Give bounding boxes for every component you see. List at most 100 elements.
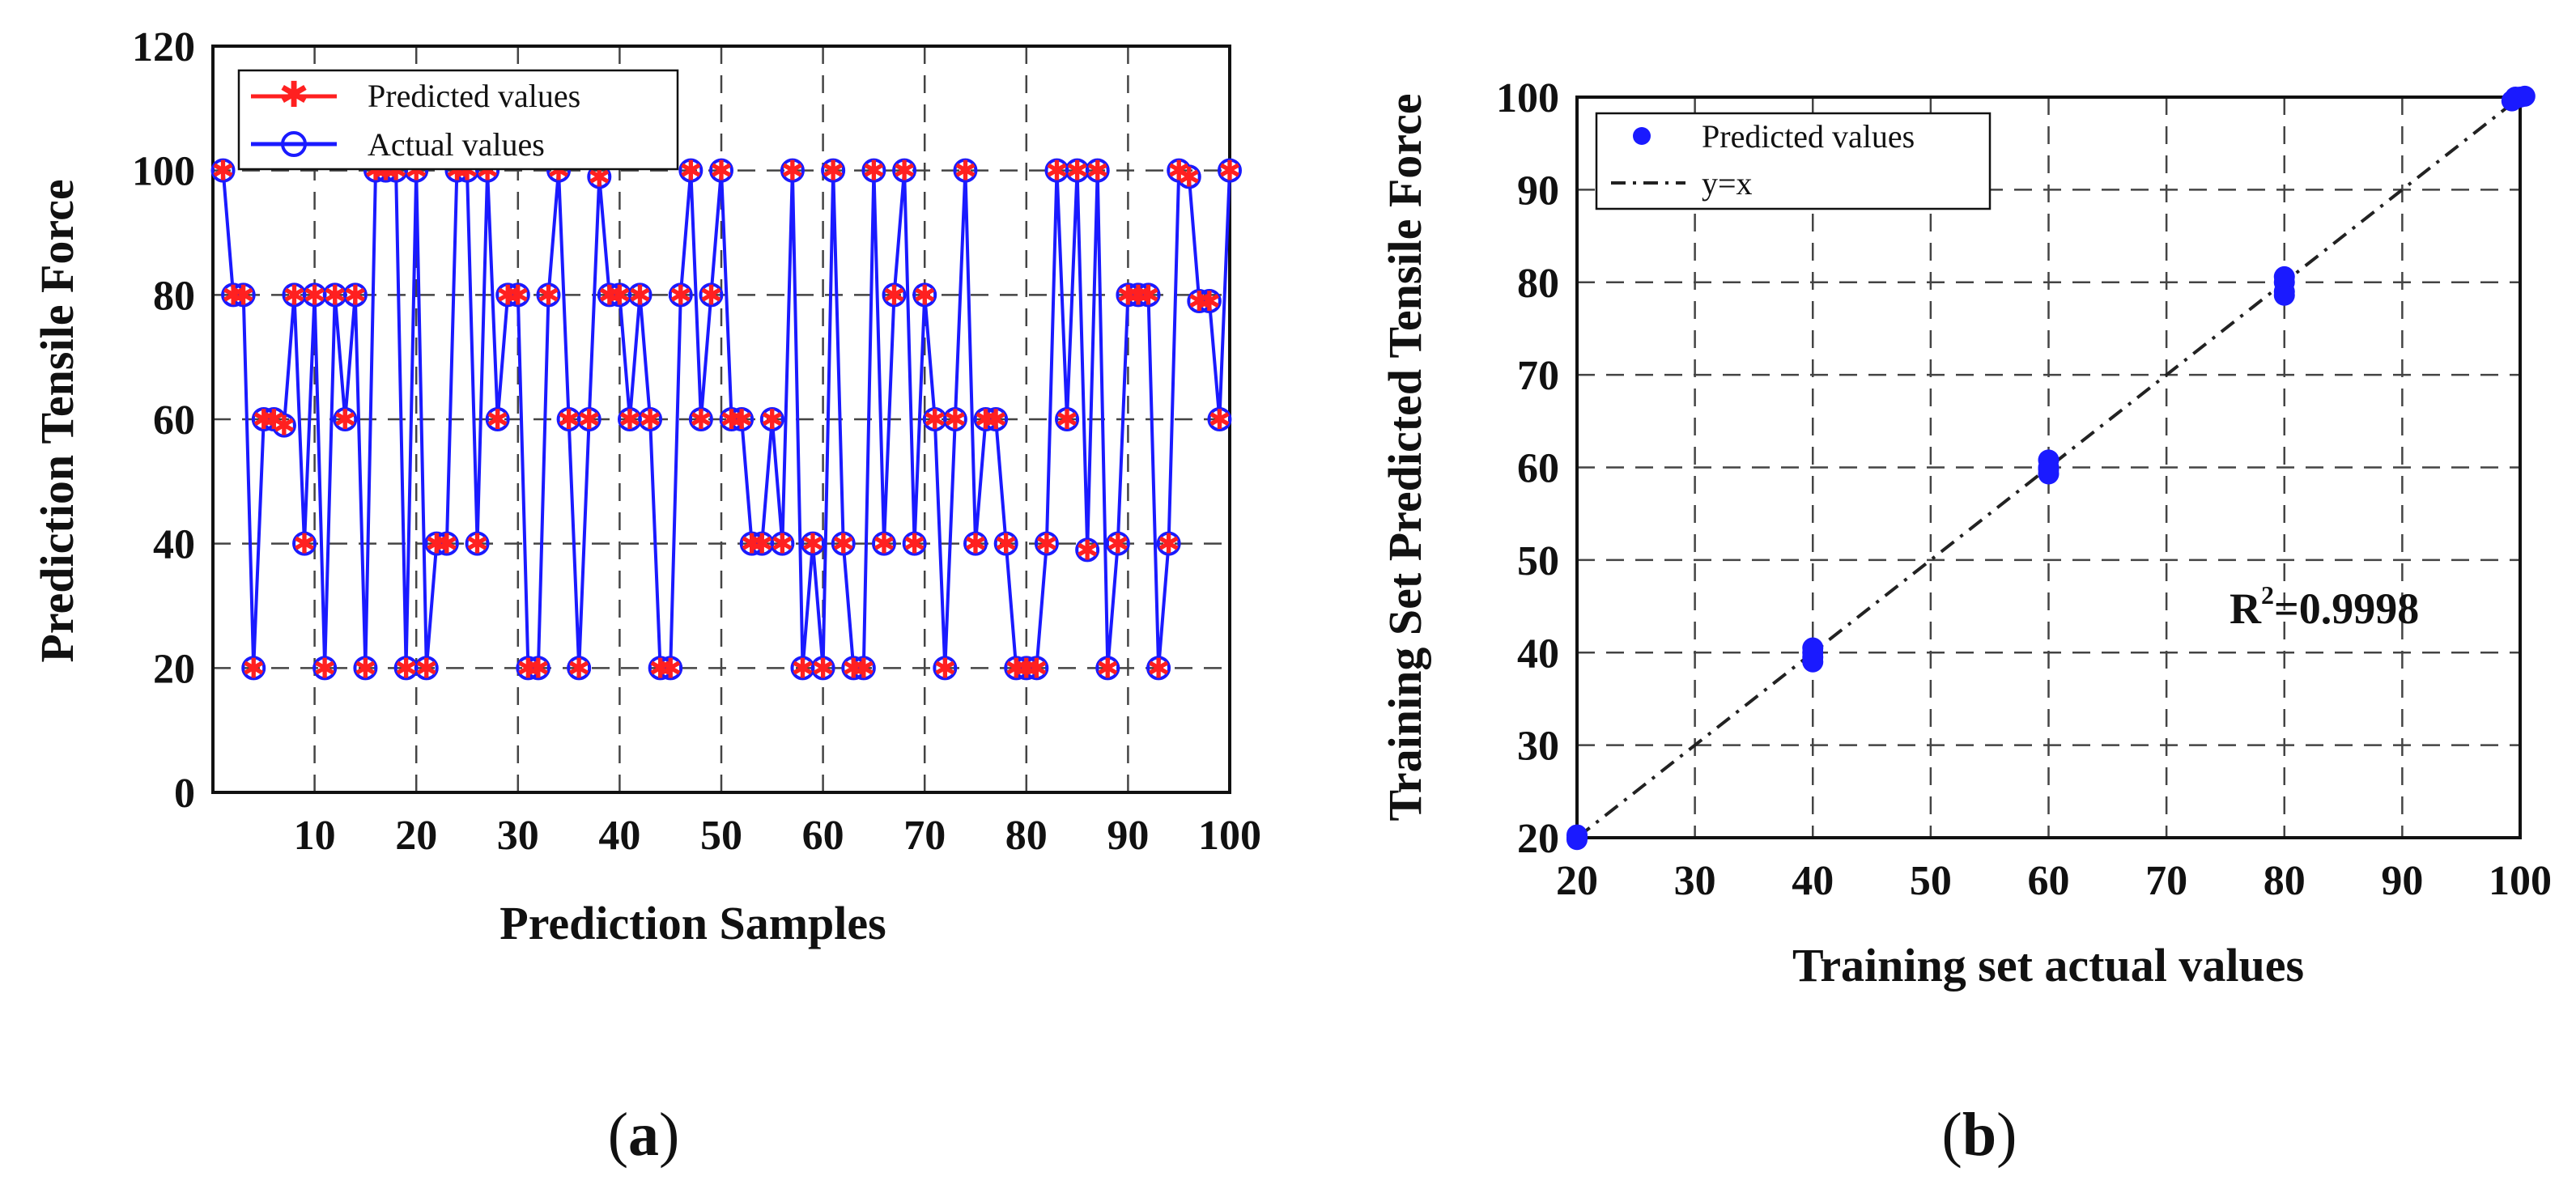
chart-a-predicted-point: ✱ <box>699 281 723 311</box>
chart-a-actual-line <box>221 168 1231 670</box>
chart-a-actual-point <box>424 531 449 556</box>
chart-a-actual-point <box>953 158 978 183</box>
chart-a-predicted-point: ✱ <box>1086 157 1109 187</box>
chart-a-actual-point <box>1136 282 1161 308</box>
chart-a-predicted-point: ✱ <box>303 281 326 311</box>
chart-a-actual-point <box>658 656 683 681</box>
chart-a-predicted-point: ✱ <box>842 654 865 684</box>
chart-a-actual-point <box>902 531 927 556</box>
chart-a-predicted-point: ✱ <box>1005 654 1028 684</box>
chart-a-predicted-point: ✱ <box>831 530 855 560</box>
chart-b-reference-line <box>1575 96 2522 839</box>
chart-a-predicted-point: ✱ <box>964 530 988 560</box>
chart-a-actual-point <box>699 282 724 308</box>
chart-a-y-axis-label: Prediction Tensile Force <box>31 179 83 662</box>
chart-a-predicted-point: ✱ <box>873 530 896 560</box>
chart-a-predicted-point: ✱ <box>496 281 520 311</box>
chart-b-y-tick-label: 90 <box>1517 168 1559 214</box>
chart-b-legend-box <box>1595 112 1992 210</box>
chart-a-x-ticks: 10 20 30 40 50 60 70 80 90 100 <box>294 813 1261 859</box>
chart-b-x-ticks: 20 30 40 50 60 70 80 90 100 <box>1556 858 2552 904</box>
chart-a-actual-point <box>597 282 622 308</box>
chart-b-point <box>2273 284 2295 306</box>
chart-a-actual-point <box>627 282 653 308</box>
chart-a-predicted-point: ✱ <box>242 654 266 684</box>
chart-b-point <box>2038 458 2060 480</box>
chart-a-actual-point <box>1187 289 1212 314</box>
chart-a-predicted-point: ✱ <box>273 412 296 442</box>
chart-a-actual-point <box>678 158 704 183</box>
chart-a-predicted-point: ✱ <box>608 281 631 311</box>
chart-a-actual-point <box>525 656 550 681</box>
chart-a-y-tick-label: 100 <box>132 149 195 195</box>
chart-a-predicted-point: ✱ <box>628 281 652 311</box>
chart-a-actual-point <box>1146 656 1171 681</box>
chart-a-predicted-point: ✱ <box>222 281 245 311</box>
chart-a-actual-point <box>576 407 601 431</box>
legend-b-predicted-label: Predicted values <box>1702 118 1915 155</box>
chart-a-x-tick-label: 40 <box>598 813 640 859</box>
legend-a-actual-label: Actual values <box>368 126 545 163</box>
chart-a-predicted-point: ✱ <box>465 530 489 560</box>
chart-a-x-tick-label: 60 <box>802 813 844 859</box>
chart-a-predicted-point: ✱ <box>1157 530 1180 560</box>
chart-b-y-ticks: 20 30 40 50 60 70 80 90 100 <box>1496 75 1559 862</box>
chart-a-x-tick-label: 50 <box>700 813 742 859</box>
chart-a-predicted-point: ✱ <box>415 654 439 684</box>
chart-a-x-tick-label: 100 <box>1198 813 1261 859</box>
chart-a-predicted-point: ✱ <box>903 530 926 560</box>
chart-b-y-tick-label: 80 <box>1517 261 1559 307</box>
chart-a-predicted-point: ✱ <box>1147 654 1171 684</box>
chart-a-predicted-point: ✱ <box>354 654 377 684</box>
chart-a-actual-point <box>353 656 378 681</box>
chart-a-actual-point <box>210 158 236 183</box>
chart-a-actual-point <box>861 158 886 183</box>
chart-a-predicted-point: ✱ <box>394 654 418 684</box>
chart-b-x-tick-label: 100 <box>2489 858 2552 904</box>
chart-b-y-tick-label: 50 <box>1517 538 1559 584</box>
chart-a-predicted-point: ✱ <box>334 406 357 435</box>
chart-b-y-tick-label: 30 <box>1517 724 1559 770</box>
chart-a-actual-point <box>333 407 358 431</box>
chart-a-actual-point <box>831 531 856 556</box>
chart-a-predicted-point: ✱ <box>262 406 286 435</box>
chart-a-predicted-point: ✱ <box>1045 157 1069 187</box>
chart-a-predicted-point: ✱ <box>211 157 235 187</box>
panel-a-letter: a <box>628 1101 659 1169</box>
chart-a-predicted-point: ✱ <box>577 406 601 435</box>
chart-a-y-tick-label: 0 <box>174 771 195 817</box>
chart-a-predicted-point: ✱ <box>1188 287 1211 317</box>
chart-a-actual-point <box>933 656 958 681</box>
chart-a-predicted-point: ✱ <box>293 530 317 560</box>
chart-a-y-ticks: 0 20 40 60 80 100 120 <box>132 24 195 817</box>
chart-a-predicted-point: ✱ <box>811 654 835 684</box>
chart-a-actual-point <box>729 407 755 431</box>
chart-b-x-tick-label: 40 <box>1792 858 1834 904</box>
chart-a-actual-point <box>1024 656 1049 681</box>
chart-a-predicted-point: ✱ <box>567 654 591 684</box>
chart-a-predicted-point: ✱ <box>598 281 622 311</box>
chart-a-actual-point <box>688 407 713 431</box>
chart-a-actual-point <box>821 158 846 183</box>
chart-a-predicted-point: ✱ <box>232 281 255 311</box>
r-squared-exponent: 2 <box>2261 580 2274 609</box>
chart-a-predicted-point: ✱ <box>801 530 825 560</box>
legend-star-icon: ✱ <box>279 75 309 115</box>
chart-a-x-tick-label: 90 <box>1107 813 1149 859</box>
chart-a-predicted-point: ✱ <box>659 654 682 684</box>
chart-a-y-tick-label: 60 <box>153 397 195 444</box>
chart-a-predicted-point: ✱ <box>750 530 774 560</box>
chart-a-predicted-point: ✱ <box>253 406 276 435</box>
chart-a-predicted-point: ✱ <box>313 654 337 684</box>
chart-b-y-tick-label: 100 <box>1496 75 1559 121</box>
chart-b-y-tick-label: 40 <box>1517 631 1559 677</box>
chart-a-predicted-point: ✱ <box>516 654 540 684</box>
chart-a-series: ✱✱✱✱✱✱✱✱✱✱✱✱✱✱✱✱✱✱✱✱✱✱✱✱✱✱✱✱✱✱✱✱✱✱✱✱✱✱✱✱… <box>210 157 1242 684</box>
chart-a-actual-point <box>892 158 917 183</box>
chart-b-y-tick-label: 20 <box>1517 816 1559 862</box>
chart-a-legend: ✱ Predicted values Actual values <box>237 69 679 171</box>
chart-a-predicted-point: ✱ <box>1035 530 1059 560</box>
chart-a-predicted-point: ✱ <box>852 654 876 684</box>
chart-a-actual-point <box>709 158 733 183</box>
chart-a-actual-point <box>719 407 744 431</box>
